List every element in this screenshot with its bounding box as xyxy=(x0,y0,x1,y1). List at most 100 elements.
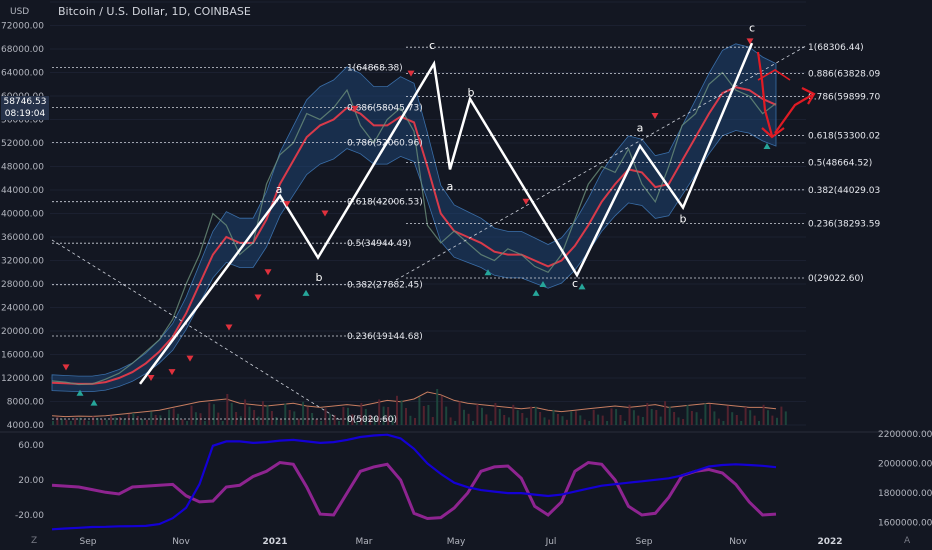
volume-bar xyxy=(534,406,537,425)
volume-bar xyxy=(141,419,144,425)
volume-bar xyxy=(619,415,622,425)
volume-bar xyxy=(74,417,77,425)
y-tick-label: 72000.00 xyxy=(1,22,44,32)
volume-bar xyxy=(190,405,193,425)
hand-drawn-stroke xyxy=(757,69,791,81)
volume-bar xyxy=(767,410,769,425)
countdown-timer: 08:19:04 xyxy=(4,109,46,119)
y-tick-label: 28000.00 xyxy=(1,280,44,290)
volume-bar xyxy=(454,421,457,425)
volume-bar xyxy=(65,419,68,425)
volume-bar xyxy=(320,421,323,425)
volume-bar xyxy=(579,415,582,425)
volume-bar xyxy=(561,416,564,425)
volume-bar xyxy=(257,416,260,425)
x-tick-label: Sep xyxy=(636,537,653,547)
volume-bar xyxy=(378,399,381,425)
price-line xyxy=(51,71,777,386)
volume-bar xyxy=(355,421,358,425)
volume-bar xyxy=(744,407,747,425)
volume-bar xyxy=(360,403,363,425)
volume-bar xyxy=(440,395,443,425)
volume-bar xyxy=(771,415,774,425)
volume-bar xyxy=(154,415,157,425)
fib-label-right: 0(29022.60) xyxy=(808,274,864,284)
x-tick-label: Nov xyxy=(172,537,190,547)
volume-bar xyxy=(713,411,716,425)
volume-bar xyxy=(226,394,229,425)
volume-bar xyxy=(628,404,631,425)
volume-bar xyxy=(284,403,287,425)
volume-bar xyxy=(114,417,117,425)
buy-signal-marker xyxy=(763,142,771,149)
volume-bar xyxy=(123,419,126,425)
y-tick-label: 8000.00 xyxy=(7,398,44,408)
volume-bar xyxy=(521,413,524,425)
volume-bar xyxy=(494,403,497,425)
volume-bar xyxy=(427,405,430,425)
auto-scale-button[interactable]: A xyxy=(904,536,911,546)
volume-bar xyxy=(297,418,300,425)
volume-bar xyxy=(105,419,108,425)
volume-bar xyxy=(516,410,519,425)
volume-bar xyxy=(530,406,533,425)
wave-label: b xyxy=(316,271,323,284)
volume-bar xyxy=(347,407,349,425)
currency-label: USD xyxy=(10,7,30,17)
volume-bar xyxy=(498,409,501,425)
volume-bar xyxy=(324,408,327,425)
volume-bar xyxy=(481,407,483,425)
fib-label-left: 0.886(58045.73) xyxy=(347,103,423,113)
wave-label: c xyxy=(749,21,755,34)
volume-bar xyxy=(177,413,180,425)
sell-signal-marker xyxy=(651,112,659,119)
volume-bar xyxy=(194,412,197,425)
volume-bar xyxy=(655,410,658,425)
volume-bar xyxy=(338,421,340,425)
volume-bar xyxy=(279,418,282,425)
indicator-right-tick: 2200000.00 xyxy=(878,430,932,440)
volume-bar xyxy=(400,400,403,425)
hand-drawn-down-arrow xyxy=(756,51,785,139)
sell-signal-marker xyxy=(746,38,754,45)
volume-bar xyxy=(722,421,725,425)
indicator-right-tick: 1600000.00 xyxy=(878,519,932,529)
volume-bar xyxy=(543,417,546,425)
volume-bar xyxy=(623,421,626,425)
hand-drawn-up-arrow xyxy=(774,87,816,134)
volume-bar xyxy=(431,417,434,425)
volume-bar xyxy=(780,406,783,425)
volume-bar xyxy=(552,409,555,425)
volume-bar xyxy=(315,419,318,425)
volume-bar xyxy=(682,419,685,425)
x-tick-label: Sep xyxy=(80,537,97,547)
volume-bar xyxy=(548,419,551,425)
fib-label-left: 0(5020.60) xyxy=(347,415,397,425)
moving-average-line xyxy=(51,86,777,385)
sell-signal-marker xyxy=(147,375,155,381)
trend-line-down xyxy=(51,239,341,421)
y-tick-label: 48000.00 xyxy=(1,163,44,173)
volume-bar xyxy=(556,414,559,425)
y-tick-label: 68000.00 xyxy=(1,45,44,55)
volume-bar xyxy=(60,418,63,425)
sell-signal-marker xyxy=(168,369,176,376)
volume-bar xyxy=(445,406,448,425)
y-tick-label: 4000.00 xyxy=(7,421,44,431)
sell-signal-marker xyxy=(351,105,359,112)
volume-bar xyxy=(87,421,90,425)
volume-bar xyxy=(387,407,390,425)
indicator-right-tick: 2000000.00 xyxy=(878,460,932,470)
sell-signal-marker xyxy=(283,201,291,208)
volume-bar xyxy=(677,417,680,425)
indicator-left-tick: -20.00 xyxy=(15,511,44,521)
volume-bar xyxy=(583,419,586,425)
zoom-reset-button[interactable]: Z xyxy=(31,536,38,546)
volume-ma-line xyxy=(51,391,777,418)
volume-bar xyxy=(539,412,542,425)
volume-bar xyxy=(235,412,238,425)
indicator-left-tick: 60.00 xyxy=(18,441,44,451)
volume-bar xyxy=(409,415,412,425)
wave-label: b xyxy=(680,212,687,225)
